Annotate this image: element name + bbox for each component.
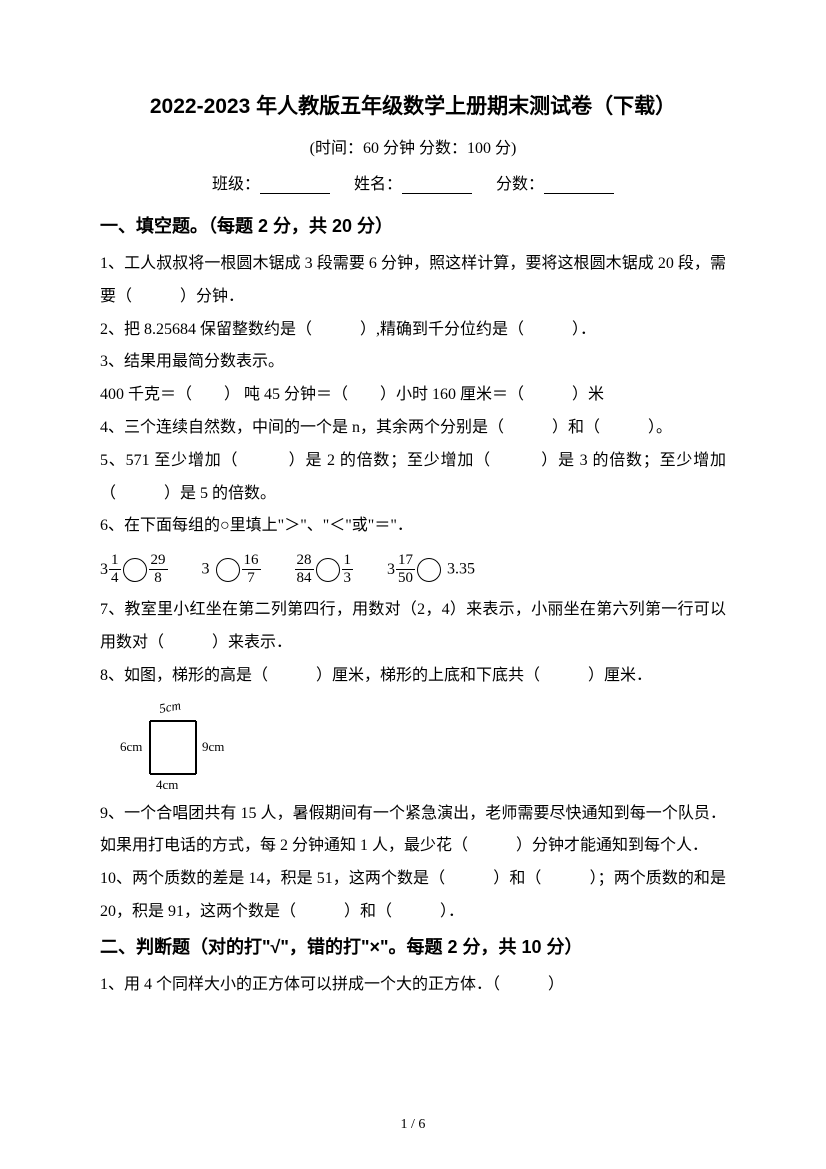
q6-4-lden: 50 [396,570,415,586]
q6-2-whole: 3 [202,561,210,578]
q6-3-rden: 3 [342,570,354,586]
score-label: 分数： [496,176,544,193]
q6-item-1: 314 298 [100,553,168,586]
q6-item-4: 31750 3.35 [387,553,475,586]
score-blank[interactable] [544,178,614,194]
info-line: 班级： 姓名： 分数： [100,170,726,194]
q6-3-lden: 84 [295,570,314,586]
q6-4-lnum: 17 [396,553,415,570]
q6-1-lnum: 1 [109,553,121,570]
q6-item-2: 3 167 [202,553,261,586]
circle-blank[interactable] [417,558,441,582]
class-blank[interactable] [260,178,330,194]
q6-2-rnum: 16 [242,553,261,570]
q6-1-rnum: 29 [149,553,168,570]
question-6: 6、在下面每组的○里填上"＞"、"＜"或"＝"． [100,510,726,543]
q6-1-whole: 3 [100,561,108,579]
name-label: 姓名： [354,176,402,193]
circle-blank[interactable] [216,558,240,582]
q6-3-lnum: 28 [295,553,314,570]
section1-header: 一、填空题。（每题 2 分，共 20 分） [100,212,726,238]
question-7: 7、教室里小红坐在第二列第四行，用数对（2，4）来表示，小丽坐在第六列第一行可以… [100,594,726,660]
question-5: 5、571 至少增加（ ）是 2 的倍数；至少增加（ ）是 3 的倍数；至少增加… [100,445,726,511]
question-2: 2、把 8.25684 保留整数约是（ ）,精确到千分位约是（ ）． [100,314,726,347]
name-blank[interactable] [402,178,472,194]
question-3b: 400 千克＝（ ） 吨 45 分钟＝（ ）小时 160 厘米＝（ ）米 [100,379,726,412]
question-1: 1、工人叔叔将一根圆木锯成 3 段需要 6 分钟，照这样计算，要将这根圆木锯成 … [100,248,726,314]
q6-1-lden: 4 [109,570,121,586]
page-number: 1 / 6 [0,1117,826,1133]
q6-4-rtext: 3.35 [447,561,475,578]
trap-top-label: 5cm [158,699,182,716]
question-3: 3、结果用最简分数表示。 [100,346,726,379]
q6-3-rnum: 1 [342,553,354,570]
q6-item-3: 2884 13 [295,553,354,586]
section2-q1: 1、用 4 个同样大小的正方体可以拼成一个大的正方体．（ ） [100,969,726,1002]
section2-header: 二、判断题（对的打"√"，错的打"×"。每题 2 分，共 10 分） [100,933,726,959]
exam-subtitle: (时间：60 分钟 分数：100 分) [100,134,726,158]
question-8: 8、如图，梯形的高是（ ）厘米，梯形的上底和下底共（ ）厘米． [100,660,726,693]
circle-blank[interactable] [316,558,340,582]
circle-blank[interactable] [123,558,147,582]
trap-right-label: 9cm [202,739,224,754]
trap-left-label: 6cm [120,739,142,754]
question-4: 4、三个连续自然数，中间的一个是 n，其余两个分别是（ ）和（ ）。 [100,412,726,445]
exam-title: 2022-2023 年人教版五年级数学上册期末测试卷（下载） [100,90,726,120]
q6-4-whole: 3 [387,561,395,579]
q6-2-rden: 7 [242,570,261,586]
question-10: 10、两个质数的差是 14，积是 51，这两个数是（ ）和（ ）；两个质数的和是… [100,863,726,929]
class-label: 班级： [212,176,260,193]
q6-1-rden: 8 [149,570,168,586]
question-9: 9、一个合唱团共有 15 人，暑假期间有一个紧急演出，老师需要尽快通知到每一个队… [100,798,726,864]
trapezoid-figure: 5cm 6cm 9cm 4cm [120,699,726,796]
q6-comparisons: 314298 3 167 288413 31750 3.35 [100,553,726,586]
trap-bottom-label: 4cm [156,777,178,791]
